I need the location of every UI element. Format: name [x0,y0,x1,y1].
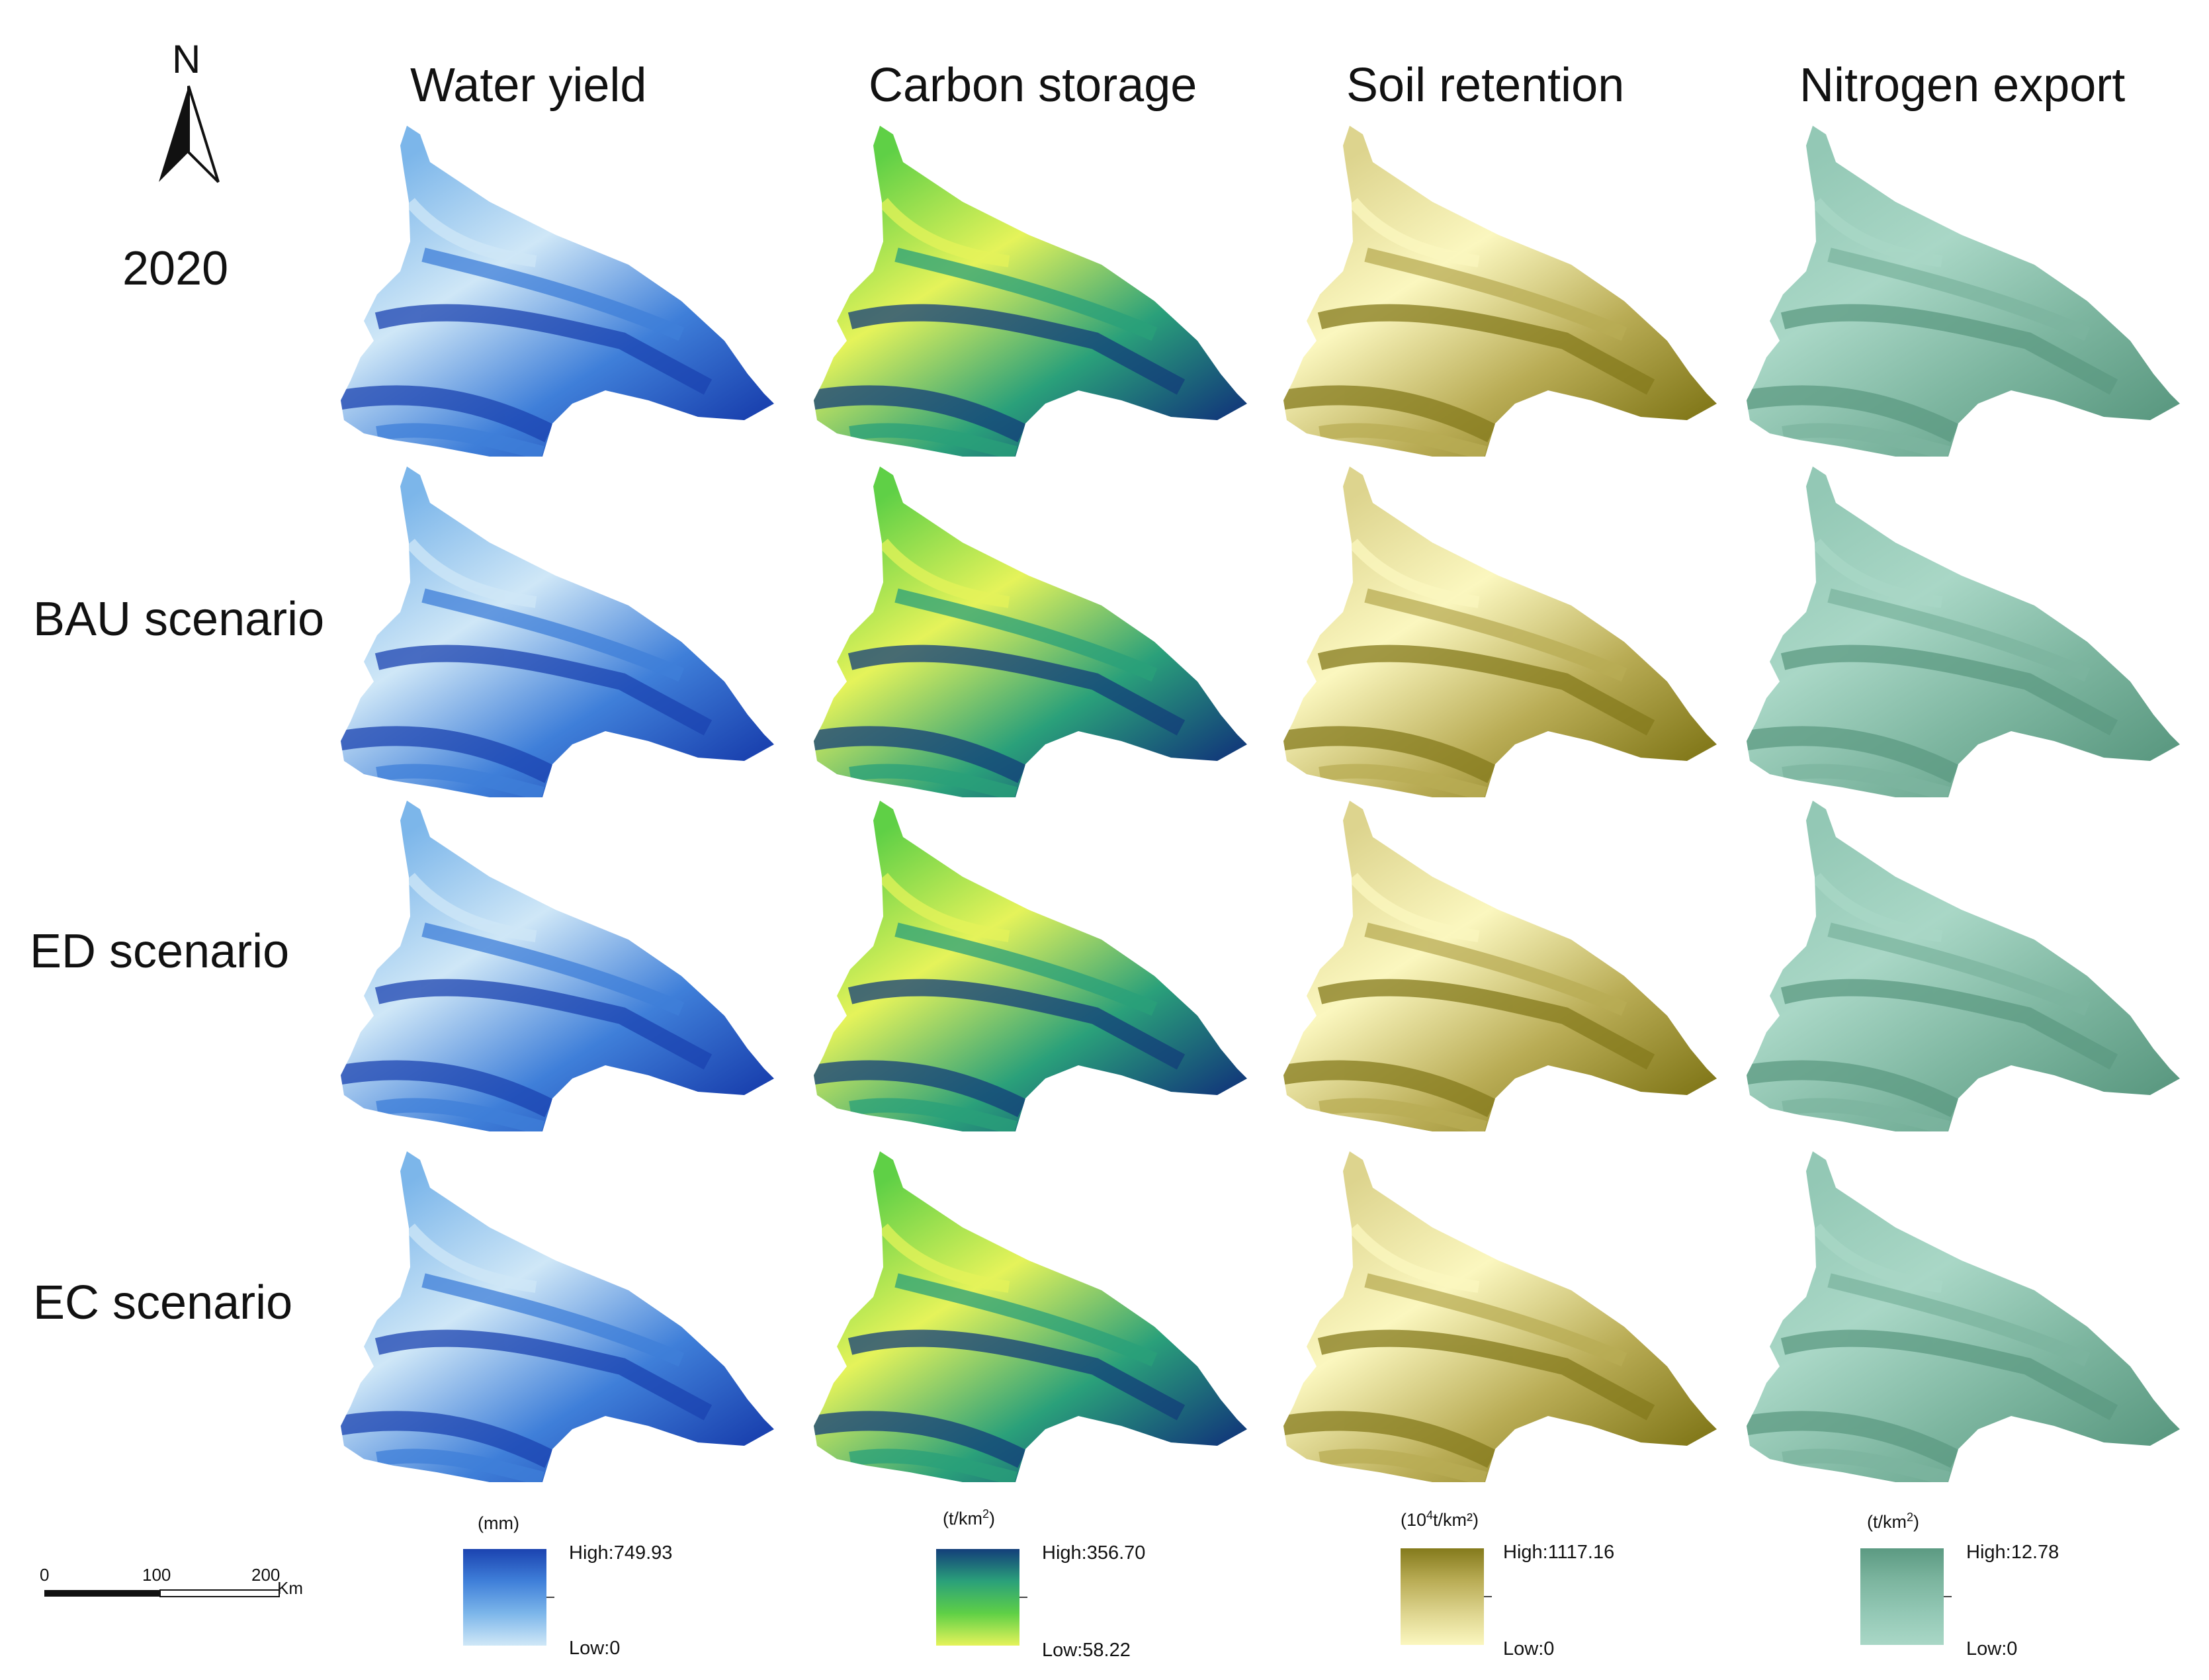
column-title-soil-retention: Soil retention [1346,59,1625,112]
legend-water-yield: (mm) High:749.93 Low:0 [463,1512,741,1671]
row-label-2020: 2020 [122,242,229,295]
map-panel [341,801,774,1131]
scale-unit: Km [277,1578,303,1598]
scale-bar-graphic [44,1589,280,1597]
legend-unit: (mm) [478,1513,519,1533]
scale-tick-100: 100 [142,1565,171,1585]
row-label-ed: ED scenario [30,925,290,978]
map-panel [1747,801,2180,1131]
column-title-nitrogen-export: Nitrogen export [1799,59,2126,112]
legend-unit: (104t/km²) [1401,1509,1479,1530]
column-title-water-yield: Water yield [410,59,647,112]
map-panel [814,1151,1247,1482]
map-panel [1747,1151,2180,1482]
legend-gradient-bar [1401,1548,1484,1645]
legend-low-value: Low:58.22 [1042,1640,1131,1661]
legend-low-value: Low:0 [1503,1638,1555,1659]
map-panel [1747,126,2180,457]
legend-nitrogen-export: (t/km2) High:12.78 Low:0 [1860,1511,2138,1676]
legend-high-value: High:749.93 [569,1542,673,1564]
legend-high-value: High:12.78 [1966,1542,2059,1563]
scale-tick-0: 0 [40,1565,50,1585]
legend-low-value: Low:0 [569,1638,621,1659]
legend-low-value: Low:0 [1966,1638,2018,1659]
legend-high-value: High:1117.16 [1503,1542,1615,1563]
map-panel [1283,1151,1717,1482]
map-panel [1283,801,1717,1131]
map-panel [814,801,1247,1131]
map-panel [1747,466,2180,797]
scale-bar: 0 100 200 Km [36,1565,334,1618]
column-title-carbon-storage: Carbon storage [869,59,1197,112]
legend-gradient-bar [1860,1548,1944,1645]
legend-high-value: High:356.70 [1042,1542,1146,1564]
north-arrow: N [152,36,225,195]
legend-gradient-bar [463,1549,546,1646]
legend-carbon-storage: (t/km2) High:356.70 Low:58.22 [936,1507,1214,1673]
map-panel [341,1151,774,1482]
legend-unit: (t/km2) [1867,1511,1920,1532]
map-panel [814,466,1247,797]
legend-unit: (t/km2) [943,1507,996,1528]
legend-soil-retention: (104t/km²) High:1117.16 Low:0 [1401,1509,1678,1674]
map-panel [341,126,774,457]
scale-tick-200: 200 [251,1565,281,1585]
north-arrow-icon [159,85,220,183]
legend-gradient-bar [936,1549,1019,1646]
row-label-bau: BAU scenario [33,593,325,646]
map-panel [1283,126,1717,457]
map-panel [1283,466,1717,797]
north-letter: N [172,37,201,81]
row-label-ec: EC scenario [33,1276,293,1329]
map-panel [814,126,1247,457]
map-panel [341,466,774,797]
